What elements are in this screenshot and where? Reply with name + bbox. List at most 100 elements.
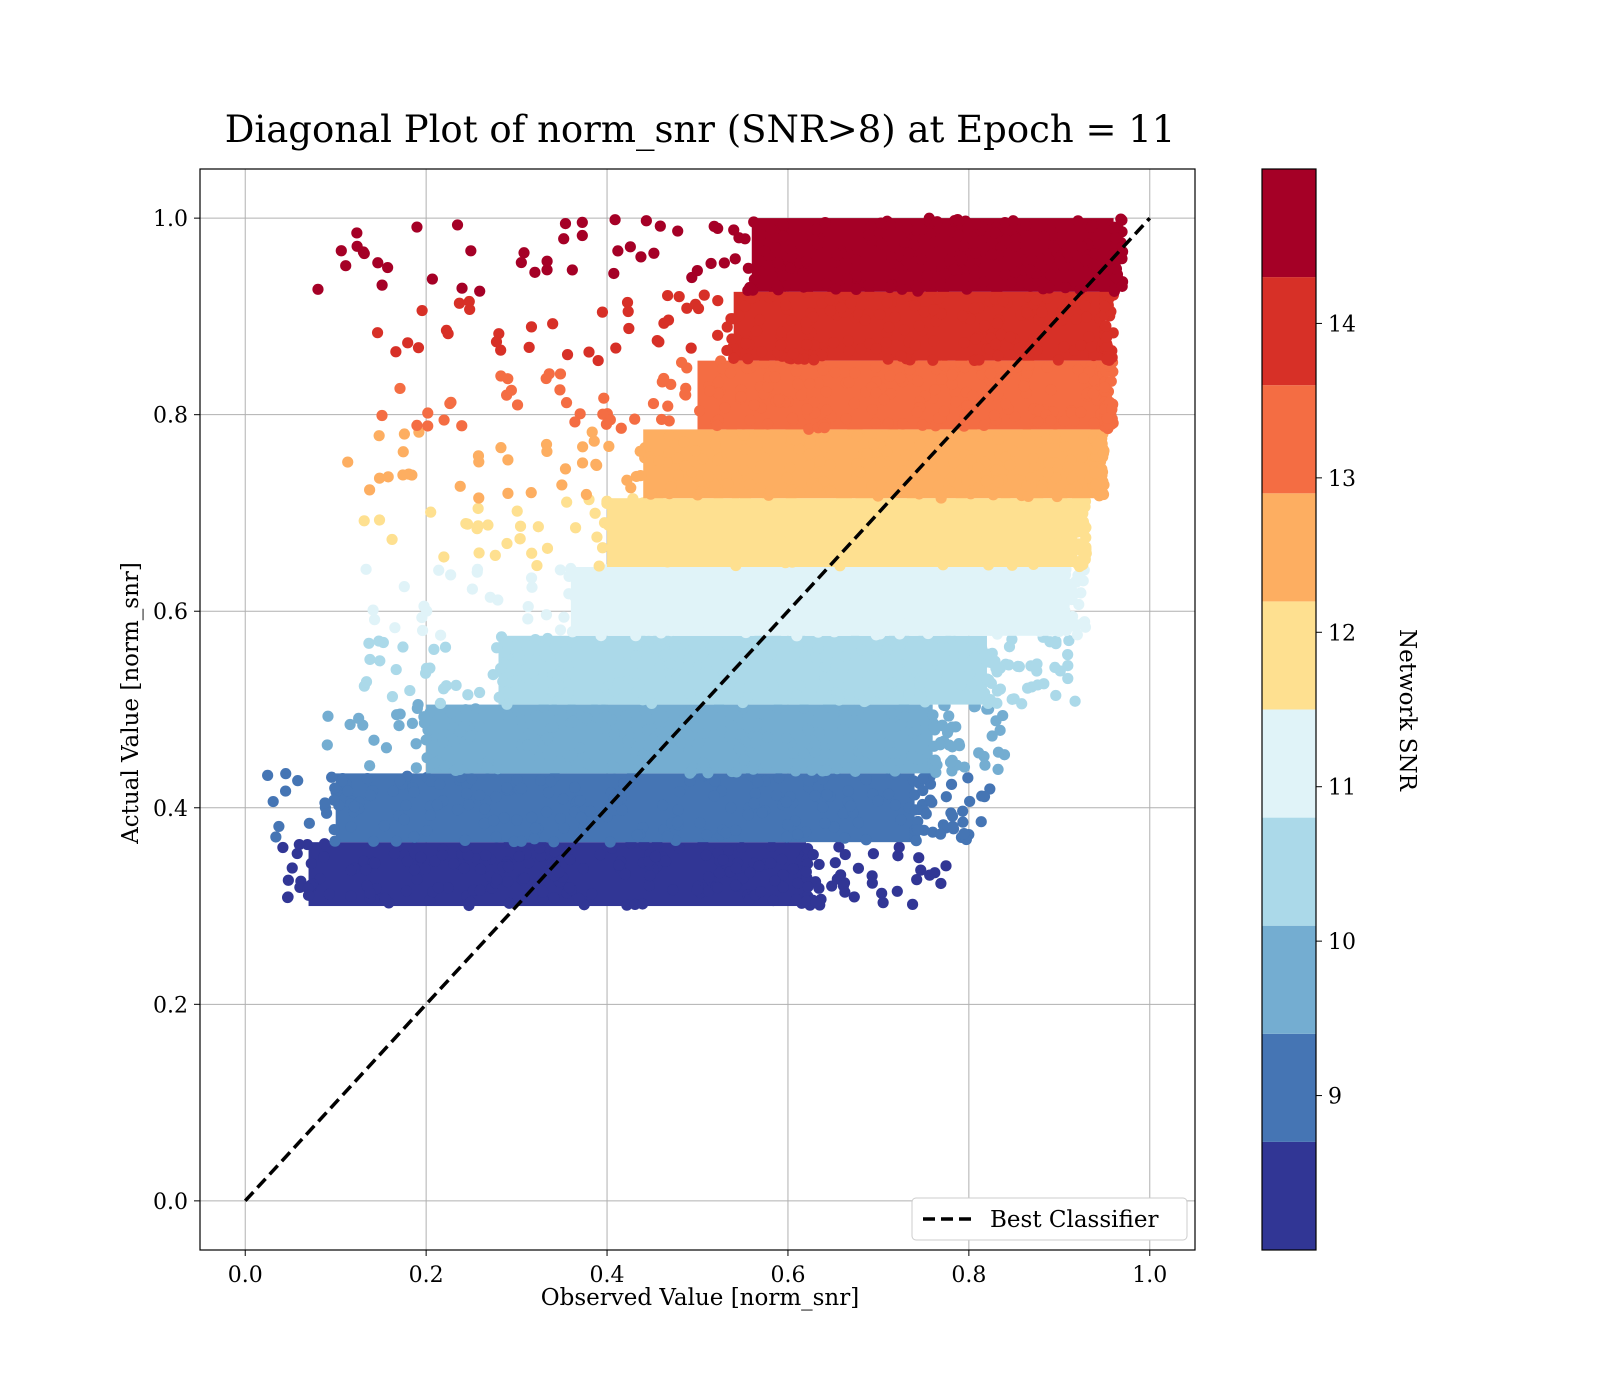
scatter-point <box>608 727 620 739</box>
scatter-point <box>588 435 600 447</box>
scatter-point <box>878 394 890 406</box>
scatter-point <box>460 704 472 716</box>
scatter-point <box>1007 215 1019 227</box>
scatter-point <box>999 615 1011 627</box>
scatter-point <box>1072 363 1084 376</box>
scatter-point <box>685 342 697 354</box>
scatter-point <box>804 437 816 449</box>
scatter-point <box>548 845 561 858</box>
scatter-point <box>415 851 427 863</box>
legend-box <box>911 1197 1188 1241</box>
scatter-point <box>1101 412 1113 424</box>
scatter-point <box>889 311 901 323</box>
scatter-point <box>411 873 423 885</box>
scatter-point <box>1076 525 1088 537</box>
scatter-point <box>956 253 968 265</box>
scatter-point <box>358 515 370 527</box>
scatter-point <box>525 811 538 824</box>
scatter-point <box>946 369 958 381</box>
scatter-point <box>866 870 878 882</box>
scatter-point <box>918 306 931 318</box>
scatter-point <box>529 634 541 646</box>
scatter-point <box>876 887 888 899</box>
scatter-point <box>933 507 945 519</box>
scatter-point <box>853 687 865 700</box>
scatter-point <box>345 821 357 833</box>
scatter-point <box>673 291 685 303</box>
scatter-point <box>558 611 570 623</box>
scatter-point <box>515 782 528 795</box>
scatter-point <box>526 581 538 593</box>
chart-title: Diagonal Plot of norm_snr (SNR>8) at Epo… <box>225 108 1176 152</box>
scatter-point <box>1074 514 1086 526</box>
scatter-point <box>1069 695 1081 707</box>
scatter-point <box>616 804 628 816</box>
scatter-point <box>607 617 619 630</box>
scatter-point <box>458 862 470 874</box>
scatter-point <box>445 707 458 719</box>
scatter-point <box>640 215 652 227</box>
scatter-point <box>828 704 840 716</box>
scatter-point <box>808 354 820 366</box>
scatter-point <box>328 823 340 836</box>
scatter-point <box>717 606 730 618</box>
scatter-point <box>872 490 884 502</box>
scatter-point <box>937 465 950 477</box>
scatter-point <box>939 359 951 372</box>
scatter-point <box>946 721 958 733</box>
scatter-point <box>748 216 760 228</box>
scatter-point <box>577 862 589 875</box>
y-tick-label: 0.0 <box>153 1190 188 1215</box>
scatter-point <box>563 882 576 894</box>
scatter-point <box>989 338 1002 350</box>
scatter-point <box>394 774 406 787</box>
scatter-point <box>819 748 832 760</box>
scatter-point <box>632 755 644 767</box>
scatter-point <box>906 750 918 762</box>
scatter-point <box>708 220 720 232</box>
scatter-point <box>839 650 852 662</box>
scatter-point <box>591 459 603 471</box>
scatter-point <box>639 705 652 718</box>
scatter-point <box>870 567 882 579</box>
scatter-point <box>621 658 633 671</box>
scatter-point <box>523 341 535 353</box>
scatter-point <box>852 817 864 829</box>
scatter-point <box>971 534 983 546</box>
scatter-point <box>789 647 801 660</box>
scatter-point <box>713 867 726 879</box>
scatter-point <box>530 654 542 666</box>
scatter-point <box>935 877 947 890</box>
scatter-point <box>627 503 640 515</box>
scatter-point <box>932 293 944 305</box>
scatter-point <box>1006 693 1018 705</box>
scatter-point <box>1098 300 1111 312</box>
scatter-point <box>935 604 947 616</box>
scatter-point <box>548 836 560 848</box>
scatter-point <box>931 546 943 558</box>
scatter-point <box>812 513 824 525</box>
scatter-point <box>861 447 873 460</box>
scatter-point <box>888 427 900 439</box>
scatter-point <box>985 677 997 689</box>
scatter-point <box>619 868 631 880</box>
scatter-point <box>790 893 803 906</box>
scatter-point <box>586 721 598 733</box>
scatter-point <box>726 333 738 345</box>
scatter-point <box>685 765 698 777</box>
scatter-point <box>915 253 927 266</box>
scatter-point <box>1005 276 1017 288</box>
y-axis-label: Actual Value [norm_snr] <box>118 562 144 845</box>
scatter-point <box>881 296 893 309</box>
scatter-point <box>683 745 695 757</box>
scatter-point <box>896 283 908 295</box>
scatter-point <box>462 689 474 701</box>
scatter-point <box>423 894 436 907</box>
scatter-point <box>387 785 399 797</box>
scatter-point <box>692 302 705 315</box>
scatter-point <box>833 694 845 706</box>
scatter-point <box>710 675 722 687</box>
scatter-point <box>886 596 899 608</box>
scatter-point <box>719 402 731 414</box>
scatter-point <box>525 321 538 333</box>
